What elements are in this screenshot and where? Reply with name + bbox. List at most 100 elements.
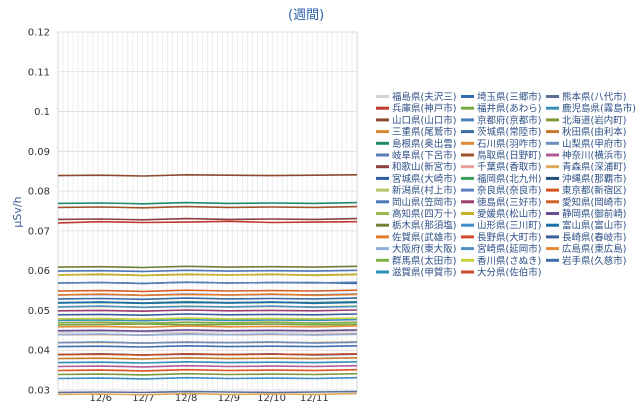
y-axis-label: μSv/h xyxy=(11,196,24,227)
series-line xyxy=(57,376,358,380)
series-line xyxy=(57,289,358,293)
legend-label: 石川県(羽咋市) xyxy=(477,138,541,150)
legend-item: 滋賀県(甲賀市) xyxy=(376,267,456,279)
series-line xyxy=(57,352,358,356)
legend-label: 広島県(東広島) xyxy=(562,243,626,255)
y-axis-ticks: 0.03 0.04 0.05 0.06 0.07 0.08 0.09 0.1 0.11 0.12 xyxy=(28,28,50,397)
legend-item: 高知県(四万十) xyxy=(376,208,456,220)
legend-item: 静岡県(御前崎) xyxy=(546,208,626,220)
legend-item: 岡山県(笠岡市) xyxy=(376,196,456,208)
legend-label: 兵庫県(神戸市) xyxy=(392,103,456,115)
legend-item: 和歌山(新宮市) xyxy=(376,161,456,173)
chart-title: (週間) xyxy=(288,8,324,23)
legend-label: 岐阜県(下呂市) xyxy=(392,150,456,162)
legend-item: 兵庫県(神戸市) xyxy=(376,103,456,115)
x-tick-label: 12/10 xyxy=(257,393,286,402)
legend-item: 宮城県(大崎市) xyxy=(376,173,456,185)
series-line xyxy=(57,318,358,322)
legend-item: 鳥取県(日野町) xyxy=(461,150,541,162)
legend-label: 大分県(佐伯市) xyxy=(477,267,541,279)
legend-item: 三重県(尾鷲市) xyxy=(376,126,456,138)
legend-item: 新潟県(村上市) xyxy=(376,185,456,197)
grid xyxy=(57,31,358,391)
legend-item: 佐賀県(武雄市) xyxy=(376,231,456,243)
series-line xyxy=(57,360,358,364)
legend-label: 山口県(山口市) xyxy=(392,114,456,126)
legend-item: 鹿児島県(霧島市) xyxy=(546,103,636,115)
series-line xyxy=(57,341,358,344)
legend-item: 愛知県(岡崎市) xyxy=(546,196,626,208)
y-tick-label: 0.11 xyxy=(28,67,50,78)
legend-label: 熊本県(八代市) xyxy=(562,91,626,103)
legend-label: 福岡県(北九州) xyxy=(477,173,541,185)
legend-label: 群馬県(太田市) xyxy=(392,255,456,267)
legend-label: 長野県(大町市) xyxy=(477,231,541,243)
legend-label: 新潟県(村上市) xyxy=(392,185,456,197)
y-tick-label: 0.07 xyxy=(28,226,50,237)
legend-item: 京都府(京都市) xyxy=(461,114,541,126)
legend-label: 埼玉県(三郷市) xyxy=(477,91,541,103)
legend-label: 大阪府(東大阪) xyxy=(392,243,456,255)
series-line xyxy=(57,201,358,205)
x-tick-label: 12/7 xyxy=(132,393,154,402)
series-line xyxy=(57,368,358,372)
y-tick-label: 0.08 xyxy=(28,187,50,198)
x-tick-label: 12/8 xyxy=(175,393,197,402)
legend-label: 鹿児島県(霧島市) xyxy=(562,103,636,115)
legend-label: 山梨県(甲府市) xyxy=(562,138,626,150)
legend-item: 大分県(佐伯市) xyxy=(461,267,541,279)
y-tick-label: 0.04 xyxy=(28,346,50,357)
series-line xyxy=(57,323,358,326)
legend-item: 福岡県(北九州) xyxy=(461,173,541,185)
legend-label: 三重県(尾鷲市) xyxy=(392,126,456,138)
legend-label: 香川県(さぬき) xyxy=(477,256,541,267)
legend-item: 石川県(羽咋市) xyxy=(461,138,541,150)
legend-label: 鳥取県(日野町) xyxy=(477,150,541,162)
legend-item: 東京都(新宿区) xyxy=(546,185,626,197)
legend-label: 千葉県(香取市) xyxy=(477,161,541,173)
y-tick-label: 0.03 xyxy=(28,386,50,397)
legend-item: 青森県(深浦町) xyxy=(546,161,626,173)
legend-label: 東京都(新宿区) xyxy=(562,185,626,197)
legend-label: 静岡県(御前崎) xyxy=(562,208,626,220)
legend-label: 愛媛県(松山市) xyxy=(477,208,541,220)
legend-label: 愛知県(岡崎市) xyxy=(562,196,626,208)
legend-item: 長野県(大町市) xyxy=(461,231,541,243)
legend-label: 茨城県(常陸市) xyxy=(477,126,541,138)
y-tick-label: 0.09 xyxy=(28,147,50,158)
x-axis-ticks: 12/6 12/7 12/8 12/9 12/10 12/11 xyxy=(89,393,328,402)
legend-label: 宮崎県(延岡市) xyxy=(477,243,541,255)
legend-item: 岐阜県(下呂市) xyxy=(376,150,456,162)
x-tick-label: 12/9 xyxy=(218,393,240,402)
legend-item: 奈良県(奈良市) xyxy=(461,185,541,197)
legend-item: 秋田県(由利本) xyxy=(546,126,626,138)
legend-item: 島根県(奥出雲) xyxy=(376,138,456,150)
series-line xyxy=(57,372,358,376)
series-line xyxy=(57,273,358,277)
series-line xyxy=(57,309,358,313)
series-line xyxy=(57,325,358,329)
y-tick-label: 0.05 xyxy=(28,306,50,317)
series-line xyxy=(57,330,358,334)
legend-label: 長崎県(春岐市) xyxy=(562,231,626,243)
legend-item: 千葉県(香取市) xyxy=(461,161,541,173)
legend-label: 高知県(四万十) xyxy=(392,208,456,220)
legend-label: 岩手県(久慈市) xyxy=(562,255,626,267)
series-line xyxy=(57,392,358,396)
series-line xyxy=(57,297,358,301)
legend-label: 佐賀県(武雄市) xyxy=(392,231,456,243)
legend-item: 山形県(三川町) xyxy=(461,220,541,232)
legend: 福島県(夫沢三) 埼玉県(三郷市) 熊本県(八代市) 兵庫県(神戸市) 福井県(あわら)… xyxy=(376,91,636,279)
legend-item: 福井県(あわら) xyxy=(461,103,541,115)
legend-label: 福井県(あわら) xyxy=(477,103,541,115)
series-line xyxy=(57,205,358,209)
legend-label: 宮城県(大崎市) xyxy=(392,173,456,185)
legend-label: 島根県(奥出雲) xyxy=(392,138,456,150)
series-line xyxy=(57,321,358,325)
legend-item: 大阪府(東大阪) xyxy=(376,243,456,255)
series-lines xyxy=(57,174,358,396)
legend-label: 青森県(深浦町) xyxy=(562,161,626,173)
legend-label: 奈良県(奈良市) xyxy=(477,185,541,197)
x-tick-label: 12/6 xyxy=(89,393,111,402)
series-line xyxy=(57,313,358,317)
